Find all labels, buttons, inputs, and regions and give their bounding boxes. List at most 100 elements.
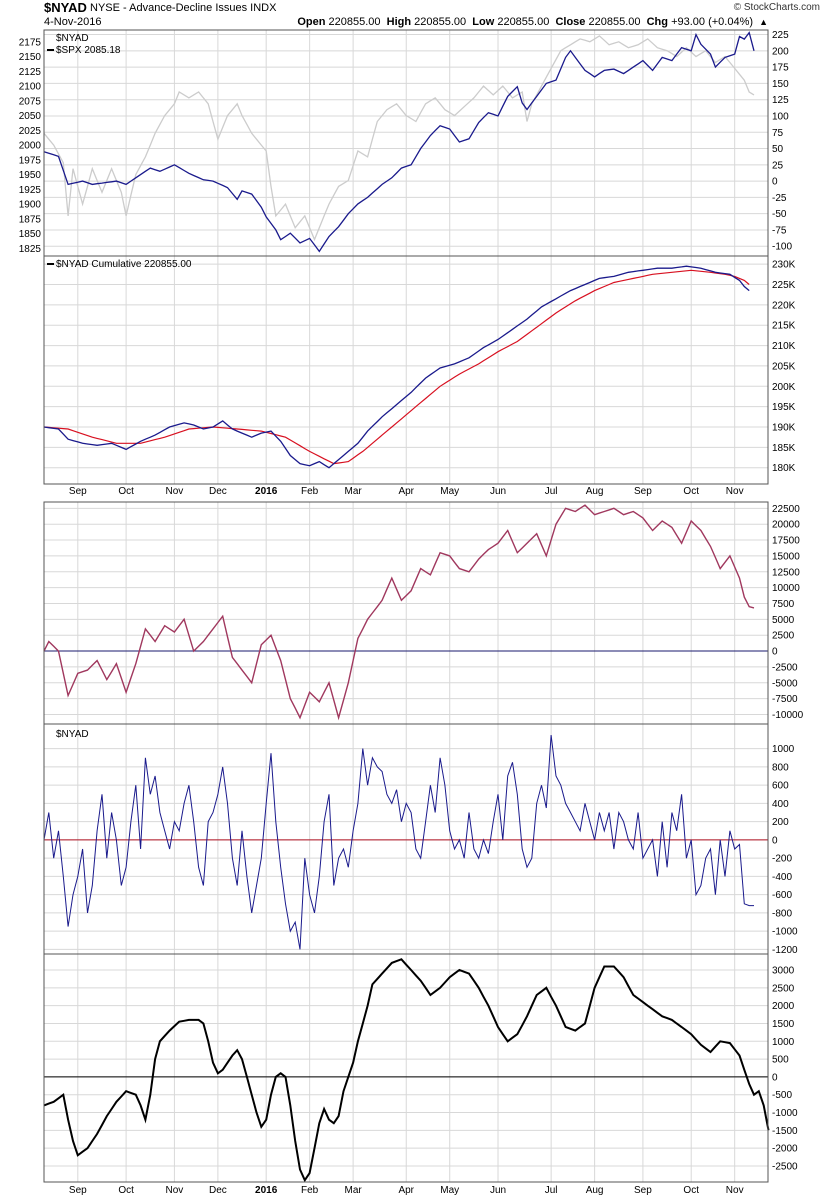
y-tick-label: -400 [772, 872, 792, 883]
y-tick-label: -25 [772, 193, 787, 204]
y-tick-label: 190K [772, 423, 796, 434]
y-tick-label: 22500 [772, 504, 800, 515]
x-tick-label: Oct [118, 486, 134, 497]
high-label: High [386, 16, 412, 28]
left-tick-label: 2175 [19, 37, 42, 48]
y-tick-label: -500 [772, 1090, 792, 1101]
triangle-up-icon: ▲ [759, 17, 768, 27]
y-tick-label: 0 [772, 647, 778, 658]
y-tick-label: 225 [772, 30, 789, 41]
left-tick-label: 1900 [19, 200, 42, 211]
ma-line [43, 269, 750, 465]
panel-frame [43, 255, 769, 485]
y-tick-label: 15000 [772, 551, 800, 562]
open-value: 220855.00 [328, 16, 381, 28]
x-tick-label: Aug [586, 486, 604, 497]
y-tick-label: -50 [772, 209, 787, 220]
y-tick-label: -800 [772, 908, 792, 919]
spx-line [43, 35, 755, 242]
y-tick-label: -2000 [772, 1144, 798, 1155]
y-tick-label: -1000 [772, 927, 798, 938]
x-tick-label: Sep [69, 486, 87, 497]
left-tick-label: 1975 [19, 155, 42, 166]
low-label: Low [472, 16, 495, 28]
legend-label: $NYAD Cumulative 220855.00 [56, 259, 192, 270]
y-tick-label: 1500 [772, 1019, 795, 1030]
y-tick-label: 1000 [772, 1037, 795, 1048]
left-tick-label: 2125 [19, 67, 42, 78]
x-tick-label: May [440, 1185, 459, 1196]
y-tick-label: 230K [772, 260, 796, 271]
y-tick-label: 400 [772, 799, 789, 810]
chg-label: Chg [646, 16, 668, 28]
low-value: 220855.00 [497, 16, 550, 28]
legend-label: $NYAD [56, 33, 89, 44]
legend-label: $SPX 2085.18 [56, 45, 121, 56]
y-tick-label: -1500 [772, 1126, 798, 1137]
y-tick-label: 5000 [772, 615, 795, 626]
left-tick-label: 1950 [19, 170, 42, 181]
y-tick-label: 0 [772, 1072, 778, 1083]
high-value: 220855.00 [414, 16, 467, 28]
x-tick-label: Nov [166, 1185, 184, 1196]
y-tick-label: 600 [772, 781, 789, 792]
y-tick-label: 17500 [772, 536, 800, 547]
y-tick-label: 2000 [772, 1001, 795, 1012]
panel-frame [43, 953, 769, 1183]
y-tick-label: 215K [772, 321, 796, 332]
y-tick-label: 150 [772, 79, 789, 90]
y-tick-label: 10000 [772, 583, 800, 594]
cumulative-line [43, 265, 750, 469]
x-tick-label: Dec [209, 486, 227, 497]
left-tick-label: 1825 [19, 244, 42, 255]
close-label: Close [555, 16, 586, 28]
y-tick-label: 200 [772, 817, 789, 828]
oscillator-line [43, 504, 755, 721]
chg-value: +93.00 (+0.04%) [671, 16, 754, 28]
y-tick-label: 0 [772, 177, 778, 188]
x-tick-label: Mar [344, 486, 362, 497]
y-tick-label: 185K [772, 443, 796, 454]
ohlc-values: Open 220855.00 High 220855.00 Low 220855… [297, 16, 768, 28]
x-tick-label: Sep [69, 1185, 87, 1196]
y-tick-label: 220K [772, 300, 796, 311]
x-tick-label: Feb [301, 1185, 319, 1196]
brand-label[interactable]: © StockCharts.com [733, 2, 820, 13]
left-tick-label: 2075 [19, 96, 42, 107]
x-tick-label: Sep [634, 1185, 652, 1196]
left-tick-label: 1925 [19, 185, 42, 196]
y-tick-label: 0 [772, 835, 778, 846]
y-tick-label: 175 [772, 63, 789, 74]
x-tick-label: Nov [726, 486, 744, 497]
y-tick-label: -2500 [772, 662, 798, 673]
y-tick-label: 125 [772, 95, 789, 106]
y-tick-label: 50 [772, 144, 784, 155]
legend-label: $NYAD [56, 729, 89, 740]
left-tick-label: 1850 [19, 229, 42, 240]
y-tick-label: -2500 [772, 1161, 798, 1172]
x-tick-label: Nov [166, 486, 184, 497]
y-tick-label: -5000 [772, 678, 798, 689]
y-tick-label: 25 [772, 160, 784, 171]
y-tick-label: 225K [772, 280, 796, 291]
x-tick-label: Oct [118, 1185, 134, 1196]
quote-bar: 4-Nov-2016 Open 220855.00 High 220855.00… [44, 16, 768, 30]
left-tick-label: 2100 [19, 82, 42, 93]
x-tick-label: Oct [683, 486, 699, 497]
y-tick-label: 100 [772, 111, 789, 122]
y-tick-label: 195K [772, 402, 796, 413]
y-tick-label: 7500 [772, 599, 795, 610]
y-tick-label: 205K [772, 361, 796, 372]
y-tick-label: -10000 [772, 710, 804, 721]
y-tick-label: 12500 [772, 567, 800, 578]
x-tick-label: Jun [490, 486, 506, 497]
x-tick-label: 2016 [255, 486, 278, 497]
x-tick-label: Aug [586, 1185, 604, 1196]
y-tick-label: 75 [772, 128, 784, 139]
y-tick-label: 2500 [772, 631, 795, 642]
x-tick-label: Feb [301, 486, 319, 497]
left-tick-label: 2050 [19, 111, 42, 122]
smoothed-line [43, 958, 770, 1183]
left-tick-label: 1875 [19, 214, 42, 225]
